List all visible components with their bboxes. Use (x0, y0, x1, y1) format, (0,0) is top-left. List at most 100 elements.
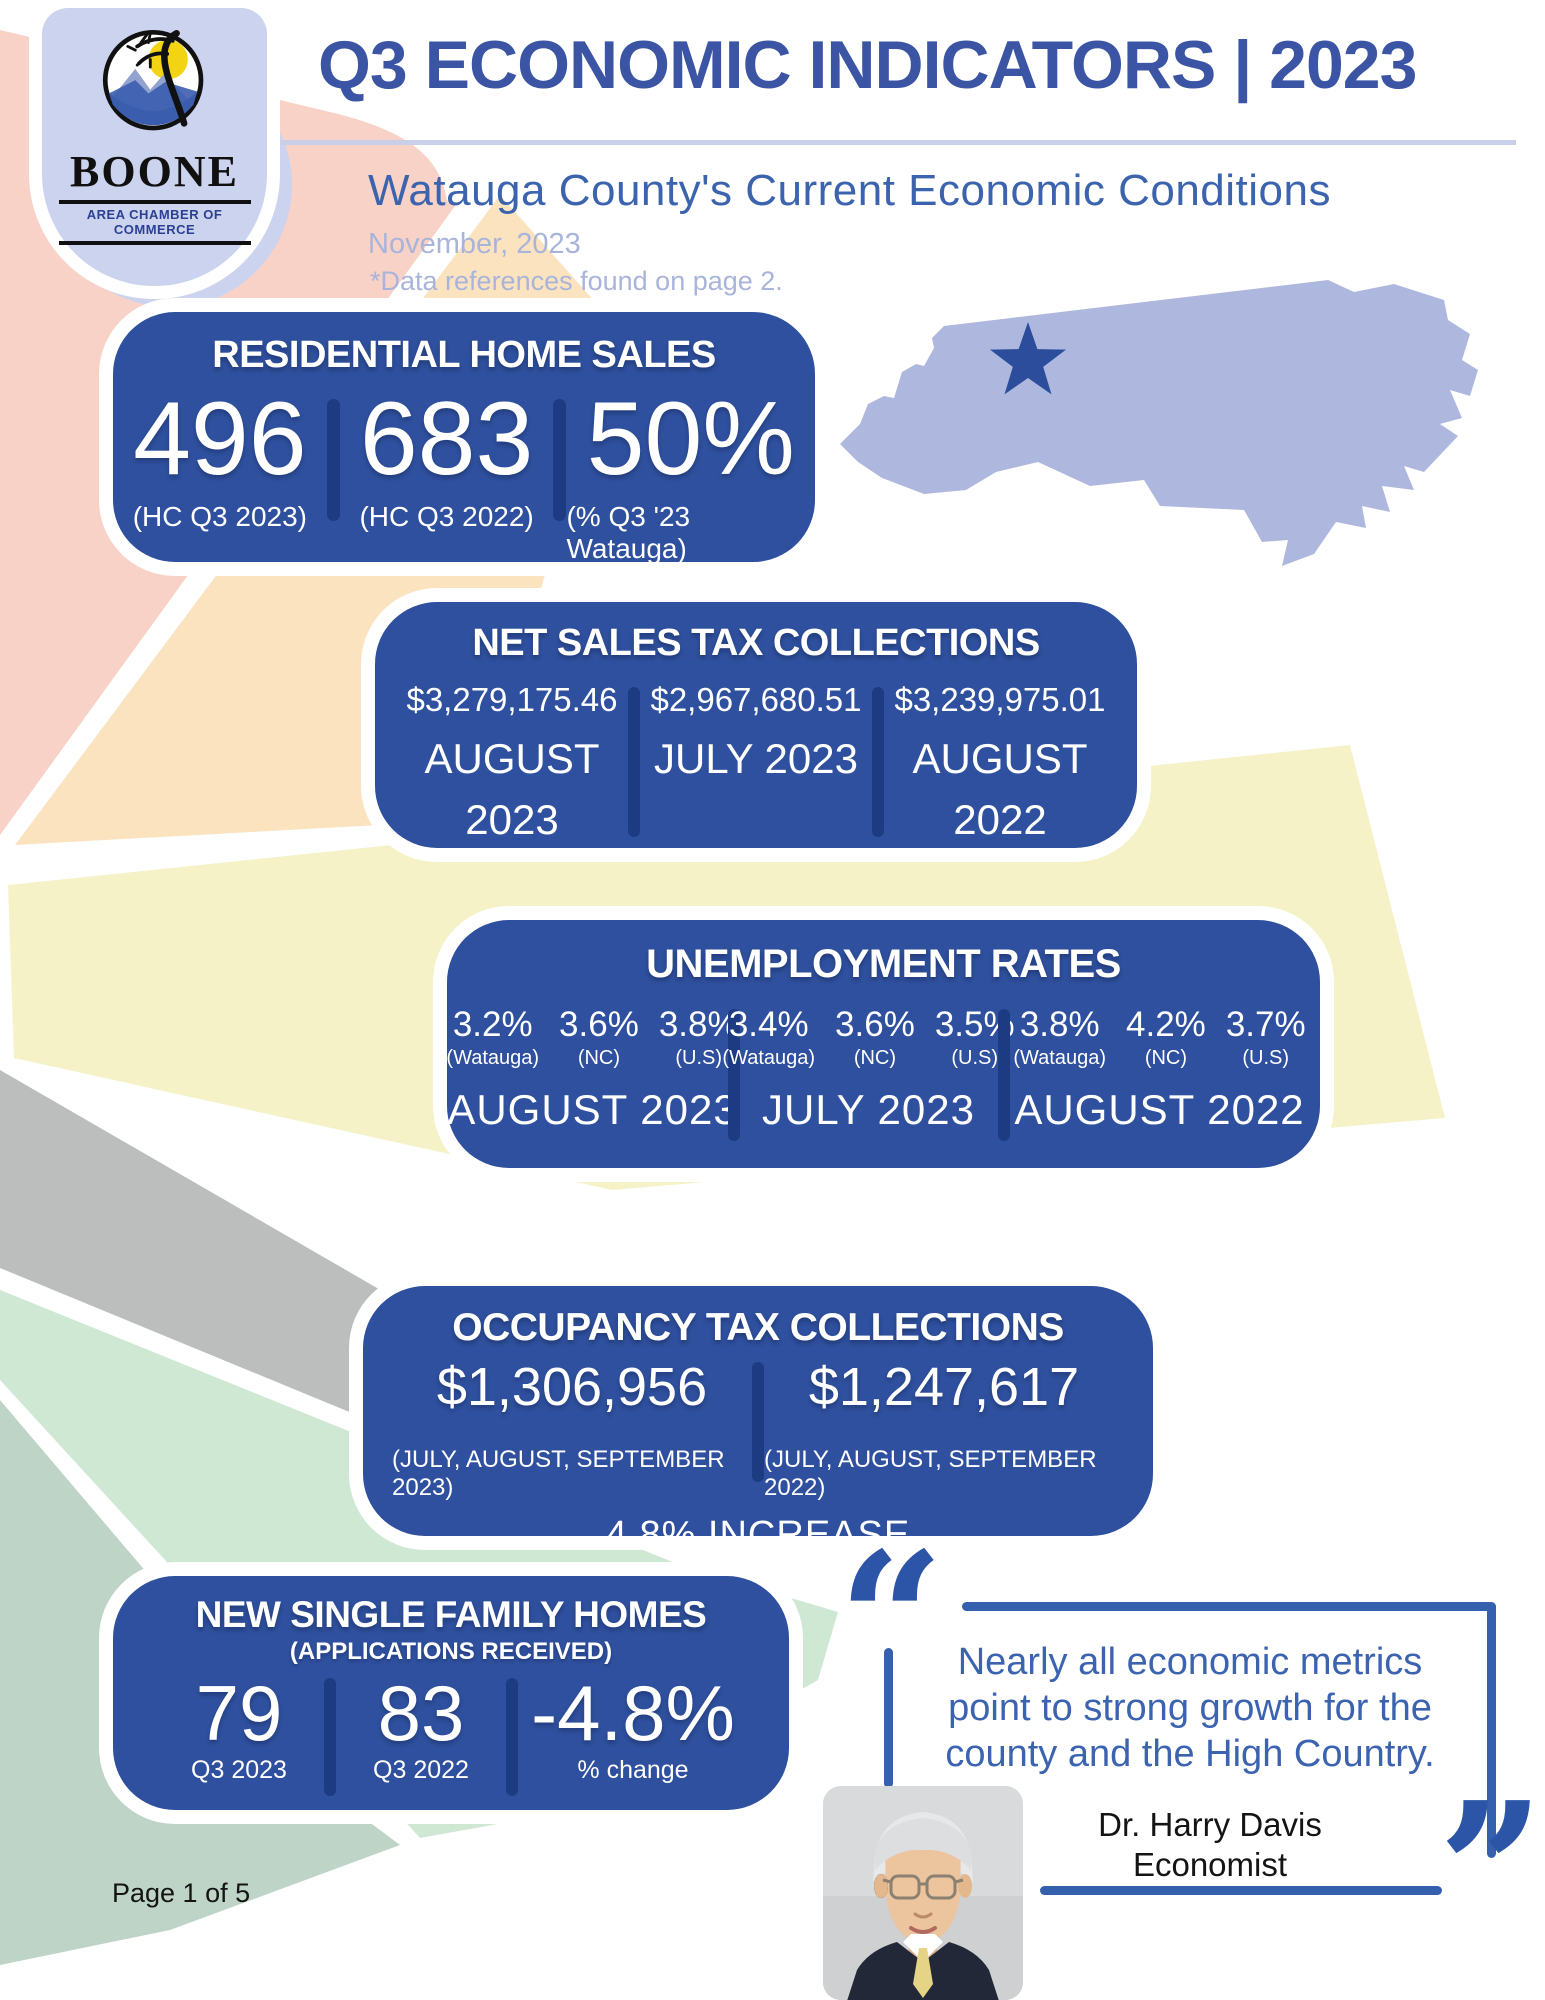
rate-item: 3.4% (Watauga) (722, 1005, 815, 1070)
logo-name: BOONE (70, 147, 239, 196)
stat-label: Q3 2022 (373, 1756, 469, 1784)
rate-period: JULY 2023 (762, 1086, 975, 1133)
stat-value: 83 (377, 1669, 465, 1757)
stat-column: 50% (% Q3 '23 Watauga) (566, 387, 815, 565)
stat-column: $1,247,617 (JULY, AUGUST, SEPTEMBER 2022… (764, 1356, 1124, 1502)
rate-item: 3.7% (U.S) (1226, 1005, 1306, 1070)
economist-portrait (823, 1786, 1023, 2000)
report-date: November, 2023 (368, 228, 581, 260)
stat-column: 683 (HC Q3 2022) (340, 387, 554, 533)
column-divider (752, 1362, 764, 1482)
data-reference-note: *Data references found on page 2. (370, 266, 783, 296)
rate-label: (Watauga) (1013, 1047, 1107, 1069)
quote-line: point to strong growth for the (948, 1686, 1432, 1729)
rate-item: 3.6% (NC) (559, 1005, 639, 1070)
stat-period: AUGUST 2022 (912, 735, 1088, 843)
rate-group: 3.8% (Watauga) 4.2% (NC) 3.7% (U.S) AUGU… (1010, 1005, 1310, 1134)
column-divider (628, 687, 640, 837)
rate-label: (U.S) (675, 1047, 723, 1069)
header-divider (186, 140, 1516, 145)
stat-column: $3,239,975.01 AUGUST 2022 (884, 681, 1116, 851)
column-divider (553, 399, 567, 521)
rate-value: 3.8% (658, 1005, 739, 1044)
rate-label: (Watauga) (446, 1047, 540, 1069)
column-divider (727, 1009, 740, 1141)
boone-logo-emblem-icon (102, 29, 203, 131)
column-divider (997, 1009, 1010, 1141)
page-subtitle: Watauga County's Current Economic Condit… (368, 166, 1331, 215)
rate-label: (NC) (577, 1047, 621, 1069)
economist-photo (823, 1786, 1023, 2000)
rate-value: 3.8% (1019, 1005, 1100, 1044)
card-title: NET SALES TAX COLLECTIONS (472, 622, 1040, 664)
stat-label: (JULY, AUGUST, SEPTEMBER 2023) (392, 1446, 725, 1501)
quote-frame-line (1040, 1886, 1442, 1895)
boone-chamber-logo-panel: BOONE AREA CHAMBER OF COMMERCE (42, 8, 267, 286)
economist-quote: Nearly all economic metrics point to str… (890, 1641, 1490, 1779)
rate-value: 3.6% (835, 1005, 915, 1044)
rate-label: (U.S) (951, 1047, 999, 1069)
stat-value: $1,247,617 (808, 1357, 1080, 1417)
rate-value: 4.2% (1126, 1005, 1206, 1044)
column-divider (326, 399, 340, 521)
stat-value: $3,279,175.46 (406, 681, 618, 718)
residential-home-sales-card: RESIDENTIAL HOME SALES 496 (HC Q3 2023) … (113, 312, 815, 565)
stat-value: $1,306,956 (436, 1357, 708, 1417)
rate-value: 3.6% (559, 1005, 639, 1044)
rate-value: 3.2% (452, 1005, 533, 1044)
quote-attribution: Dr. Harry Davis Economist (1010, 1806, 1410, 1884)
occupancy-tax-card: OCCUPANCY TAX COLLECTIONS $1,306,956 (JU… (363, 1286, 1153, 1556)
rate-value: 3.7% (1225, 1005, 1306, 1044)
stat-value: -4.8% (531, 1669, 735, 1757)
column-divider (506, 1678, 518, 1796)
rate-value: 3.4% (728, 1005, 809, 1044)
page-title: Q3 ECONOMIC INDICATORS | 2023 (318, 27, 1417, 103)
stat-value: $2,967,680.51 (650, 681, 862, 718)
new-single-family-homes-card: NEW SINGLE FAMILY HOMES (APPLICATIONS RE… (113, 1576, 789, 1810)
rate-group: 3.4% (Watauga) 3.6% (NC) 3.5% (U.S) JULY… (722, 1005, 1014, 1134)
net-sales-tax-card: NET SALES TAX COLLECTIONS $3,279,175.46 … (375, 602, 1137, 848)
stat-column: -4.8% % change (518, 1674, 748, 1785)
rate-item: 3.8% (U.S) (659, 1005, 739, 1070)
rate-label: (NC) (1144, 1047, 1188, 1069)
quote-frame-line (1487, 1602, 1496, 1858)
quote-frame-line (884, 1648, 893, 1788)
quote-line: county and the High Country. (945, 1732, 1435, 1775)
stat-value: $3,239,975.01 (894, 681, 1106, 718)
rate-item: 3.2% (Watauga) (446, 1005, 539, 1070)
stat-column: 79 Q3 2023 (154, 1674, 324, 1785)
rate-label: (NC) (853, 1047, 897, 1069)
stat-period: JULY 2023 (654, 735, 858, 782)
card-subtitle: (APPLICATIONS RECEIVED) (289, 1638, 613, 1665)
unemployment-rates-card: UNEMPLOYMENT RATES 3.2% (Watauga) 3.6% (… (446, 920, 1320, 1168)
north-carolina-map (840, 280, 1478, 566)
rate-period: AUGUST 2023 (447, 1086, 738, 1133)
open-quote-icon: “ (838, 1511, 945, 1729)
stat-label: (HC Q3 2022) (359, 501, 534, 532)
page-number: Page 1 of 5 (112, 1878, 251, 1908)
stat-column: $3,279,175.46 AUGUST 2023 (396, 681, 628, 851)
author-name: Dr. Harry Davis (1098, 1806, 1322, 1843)
quote-frame-line (962, 1602, 1494, 1611)
author-role: Economist (1132, 1846, 1288, 1883)
stat-column: 496 (HC Q3 2023) (113, 387, 327, 533)
stat-label: (HC Q3 2023) (132, 501, 308, 532)
rate-item: 3.8% (Watauga) (1013, 1005, 1106, 1070)
column-divider (872, 687, 884, 837)
stat-value: 496 (133, 381, 307, 497)
stat-label: % change (577, 1756, 689, 1784)
column-divider (324, 1678, 336, 1796)
card-title: UNEMPLOYMENT RATES (646, 942, 1121, 986)
nc-state-shape (840, 280, 1478, 566)
logo-tagline: AREA CHAMBER OF COMMERCE (58, 200, 251, 245)
occupancy-summary: 4.8% INCREASE (605, 1514, 911, 1556)
card-title: RESIDENTIAL HOME SALES (212, 334, 716, 376)
stat-column: 83 Q3 2022 (336, 1674, 506, 1785)
card-title: NEW SINGLE FAMILY HOMES (195, 1594, 707, 1635)
card-title: OCCUPANCY TAX COLLECTIONS (452, 1306, 1064, 1349)
stat-value: 79 (195, 1669, 283, 1757)
stat-period: AUGUST 2023 (424, 735, 600, 843)
close-quote-icon: ” (1438, 1761, 1545, 1979)
stat-column: $2,967,680.51 JULY 2023 (640, 681, 872, 790)
rate-label: (U.S) (1242, 1047, 1290, 1069)
